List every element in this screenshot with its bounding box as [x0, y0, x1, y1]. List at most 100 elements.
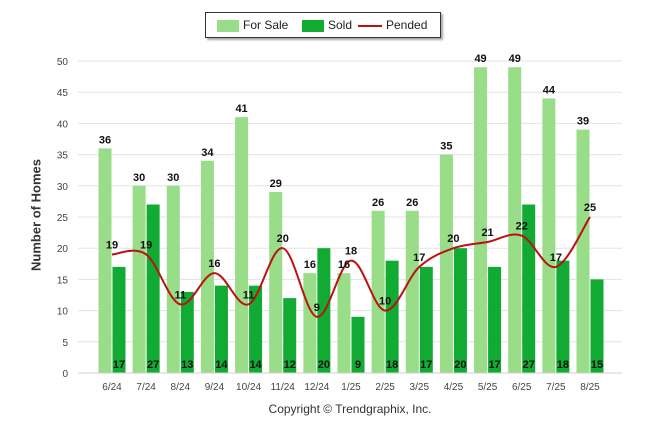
pended-line: [111, 216, 591, 318]
data-label-for-sale: 34: [201, 147, 214, 159]
data-label-pended: 25: [584, 202, 596, 214]
x-tick-label: 10/24: [236, 382, 261, 393]
y-axis-label: Number of Homes: [28, 159, 44, 271]
copyright-credit: Copyright © Trendgraphix, Inc.: [268, 402, 432, 416]
bar-for-sale: [439, 154, 453, 373]
legend-label-pended: Pended: [386, 18, 428, 32]
data-label-pended: 22: [516, 221, 528, 233]
data-label-sold: 14: [249, 359, 262, 371]
legend-swatch-for-sale: [217, 20, 239, 32]
x-tick-label: 8/25: [580, 382, 600, 393]
x-tick-label: 3/25: [410, 382, 430, 393]
data-label-sold: 15: [591, 359, 603, 371]
data-label-pended: 17: [550, 252, 562, 264]
y-axis-ticks: 0 5 10 15 20 25 30 35 40 45 50: [57, 57, 69, 380]
data-label-for-sale: 26: [406, 197, 418, 209]
bar-sold: [488, 266, 502, 373]
bar-sold: [146, 204, 160, 373]
bar-for-sale: [303, 273, 317, 373]
bar-sold: [385, 260, 399, 373]
data-label-for-sale: 49: [474, 53, 486, 65]
legend-swatch-pended: [358, 25, 382, 27]
data-label-sold: 17: [420, 359, 432, 371]
data-label-sold: 27: [147, 359, 159, 371]
bar-sold: [249, 285, 263, 373]
x-tick-label: 4/25: [444, 382, 464, 393]
bar-sold: [522, 204, 536, 373]
bar-sold: [590, 279, 604, 373]
y-tick-label: 0: [62, 369, 68, 380]
data-label-sold: 17: [488, 359, 500, 371]
data-label-for-sale: 30: [133, 172, 145, 184]
x-tick-label: 8/24: [171, 382, 191, 393]
y-tick-label: 25: [57, 213, 69, 224]
y-tick-label: 10: [57, 307, 69, 318]
x-tick-label: 6/25: [512, 382, 532, 393]
x-axis-ticks: 6/24 7/24 8/24 9/24 10/24 11/24 12/24 1/25 2/25 3…: [78, 372, 622, 393]
x-tick-label: 6/24: [102, 382, 122, 393]
data-label-pended: 19: [140, 239, 152, 251]
data-label-pended: 9: [314, 302, 320, 314]
bar-for-sale: [98, 148, 112, 373]
pended-series-line: [111, 216, 591, 318]
data-label-for-sale: 16: [338, 259, 350, 271]
data-label-sold: 20: [318, 359, 330, 371]
bar-for-sale: [269, 192, 283, 373]
data-label-sold: 17: [113, 359, 125, 371]
data-label-pended: 20: [277, 233, 289, 245]
data-label-sold: 18: [386, 359, 398, 371]
legend-label-sold: Sold: [328, 18, 353, 32]
data-label-for-sale: 44: [543, 84, 556, 96]
data-label-for-sale: 35: [440, 141, 452, 153]
y-tick-label: 50: [57, 57, 69, 68]
data-label-for-sale: 29: [270, 178, 282, 190]
x-tick-label: 1/25: [341, 382, 361, 393]
bar-sold: [556, 260, 570, 373]
bar-sold: [453, 248, 467, 373]
legend-swatch-sold: [302, 20, 324, 32]
y-tick-label: 20: [57, 244, 69, 255]
x-tick-label: 7/25: [546, 382, 566, 393]
bar-for-sale: [474, 67, 488, 374]
data-label-pended: 18: [345, 246, 357, 258]
x-tick-label: 11/24: [271, 382, 296, 393]
data-label-pended: 11: [174, 289, 186, 301]
data-label-sold: 14: [215, 359, 228, 371]
x-tick-label: 5/25: [478, 382, 498, 393]
bar-for-sale: [337, 273, 351, 373]
legend-label-for-sale: For Sale: [243, 18, 289, 32]
data-label-pended: 11: [243, 289, 255, 301]
bar-sold: [214, 285, 228, 373]
data-label-for-sale: 26: [372, 197, 384, 209]
data-label-pended: 20: [447, 233, 459, 245]
data-label-sold: 9: [355, 359, 361, 371]
bar-sold: [112, 266, 126, 373]
data-label-sold: 27: [523, 359, 535, 371]
bar-for-sale: [576, 129, 590, 373]
data-label-pended: 19: [106, 239, 118, 251]
bar-sold: [180, 291, 194, 373]
bar-for-sale: [235, 117, 249, 373]
bar-for-sale: [166, 185, 180, 373]
bar-sold: [351, 316, 365, 373]
y-tick-label: 30: [57, 182, 69, 193]
data-label-pended: 21: [481, 227, 493, 239]
data-label-for-sale: 49: [509, 53, 521, 65]
data-labels: 36 17 30 27 30 13 34 14 41 14 29 12 16 20 16 9 26 18 26 17 3…: [99, 53, 603, 371]
data-label-sold: 12: [284, 359, 296, 371]
data-label-for-sale: 41: [235, 103, 247, 115]
legend: For Sale Sold Pended: [205, 12, 441, 38]
data-label-for-sale: 16: [304, 259, 316, 271]
x-tick-label: 12/24: [304, 382, 329, 393]
bar-sold: [283, 298, 297, 373]
data-label-sold: 13: [181, 359, 193, 371]
x-tick-label: 9/24: [205, 382, 225, 393]
y-tick-label: 5: [62, 338, 68, 349]
data-label-pended: 16: [208, 258, 220, 270]
bar-for-sale: [132, 185, 146, 373]
y-tick-label: 15: [57, 275, 69, 286]
y-tick-label: 35: [57, 151, 69, 162]
bar-for-sale: [405, 210, 419, 373]
bar-for-sale: [371, 210, 385, 373]
